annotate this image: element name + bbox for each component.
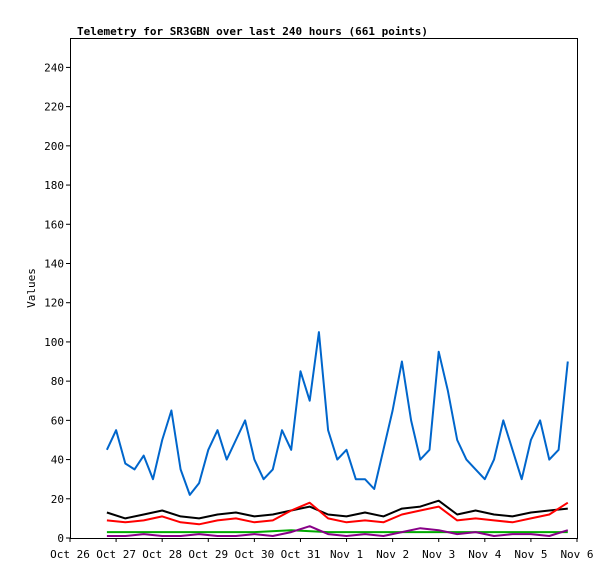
x-tick-label: Oct 29 xyxy=(188,548,228,561)
y-tick-label: 180 xyxy=(44,179,64,192)
y-tick-label: 20 xyxy=(51,493,64,506)
x-axis: Oct 26 Oct 27 Oct 28 Oct 29 Oct 30 Oct 31 Nov … xyxy=(50,538,594,561)
plot-frame xyxy=(70,38,578,539)
x-tick-label: Oct 26 xyxy=(50,548,90,561)
series-line-3 xyxy=(106,529,568,534)
x-tick-label: Oct 31 xyxy=(281,548,321,561)
y-tick-label: 0 xyxy=(57,532,64,545)
y-axis: 0 20 40 60 80 100 120 140 160 180 200 220 240 xyxy=(44,61,70,545)
x-tick-label: Oct 30 xyxy=(234,548,274,561)
y-tick-label: 240 xyxy=(44,61,64,74)
y-tick-label: 120 xyxy=(44,297,64,310)
series-line-4 xyxy=(106,525,569,537)
x-tick-label: Oct 28 xyxy=(142,548,182,561)
x-tick-label: Nov 1 xyxy=(330,548,363,561)
y-tick-label: 80 xyxy=(51,375,64,388)
y-axis-label: Values xyxy=(25,268,38,308)
y-tick-label: 60 xyxy=(51,414,64,427)
y-tick-label: 220 xyxy=(44,101,64,114)
series-line-2 xyxy=(106,501,569,526)
y-tick-label: 160 xyxy=(44,218,64,231)
y-tick-label: 140 xyxy=(44,257,64,270)
x-tick-label: Nov 3 xyxy=(422,548,455,561)
y-tick-label: 100 xyxy=(44,336,64,349)
series-line-1 xyxy=(106,499,568,520)
x-tick-label: Nov 6 xyxy=(560,548,593,561)
series-line-0 xyxy=(105,331,569,496)
y-tick-label: 40 xyxy=(51,454,64,467)
x-tick-label: Nov 2 xyxy=(376,548,409,561)
x-tick-label: Nov 4 xyxy=(468,548,501,561)
x-tick-label: Nov 5 xyxy=(514,548,547,561)
series-group xyxy=(105,331,569,537)
x-tick-label: Oct 27 xyxy=(96,548,136,561)
chart-title: Telemetry for SR3GBN over last 240 hours… xyxy=(77,25,428,38)
y-tick-label: 200 xyxy=(44,140,64,153)
